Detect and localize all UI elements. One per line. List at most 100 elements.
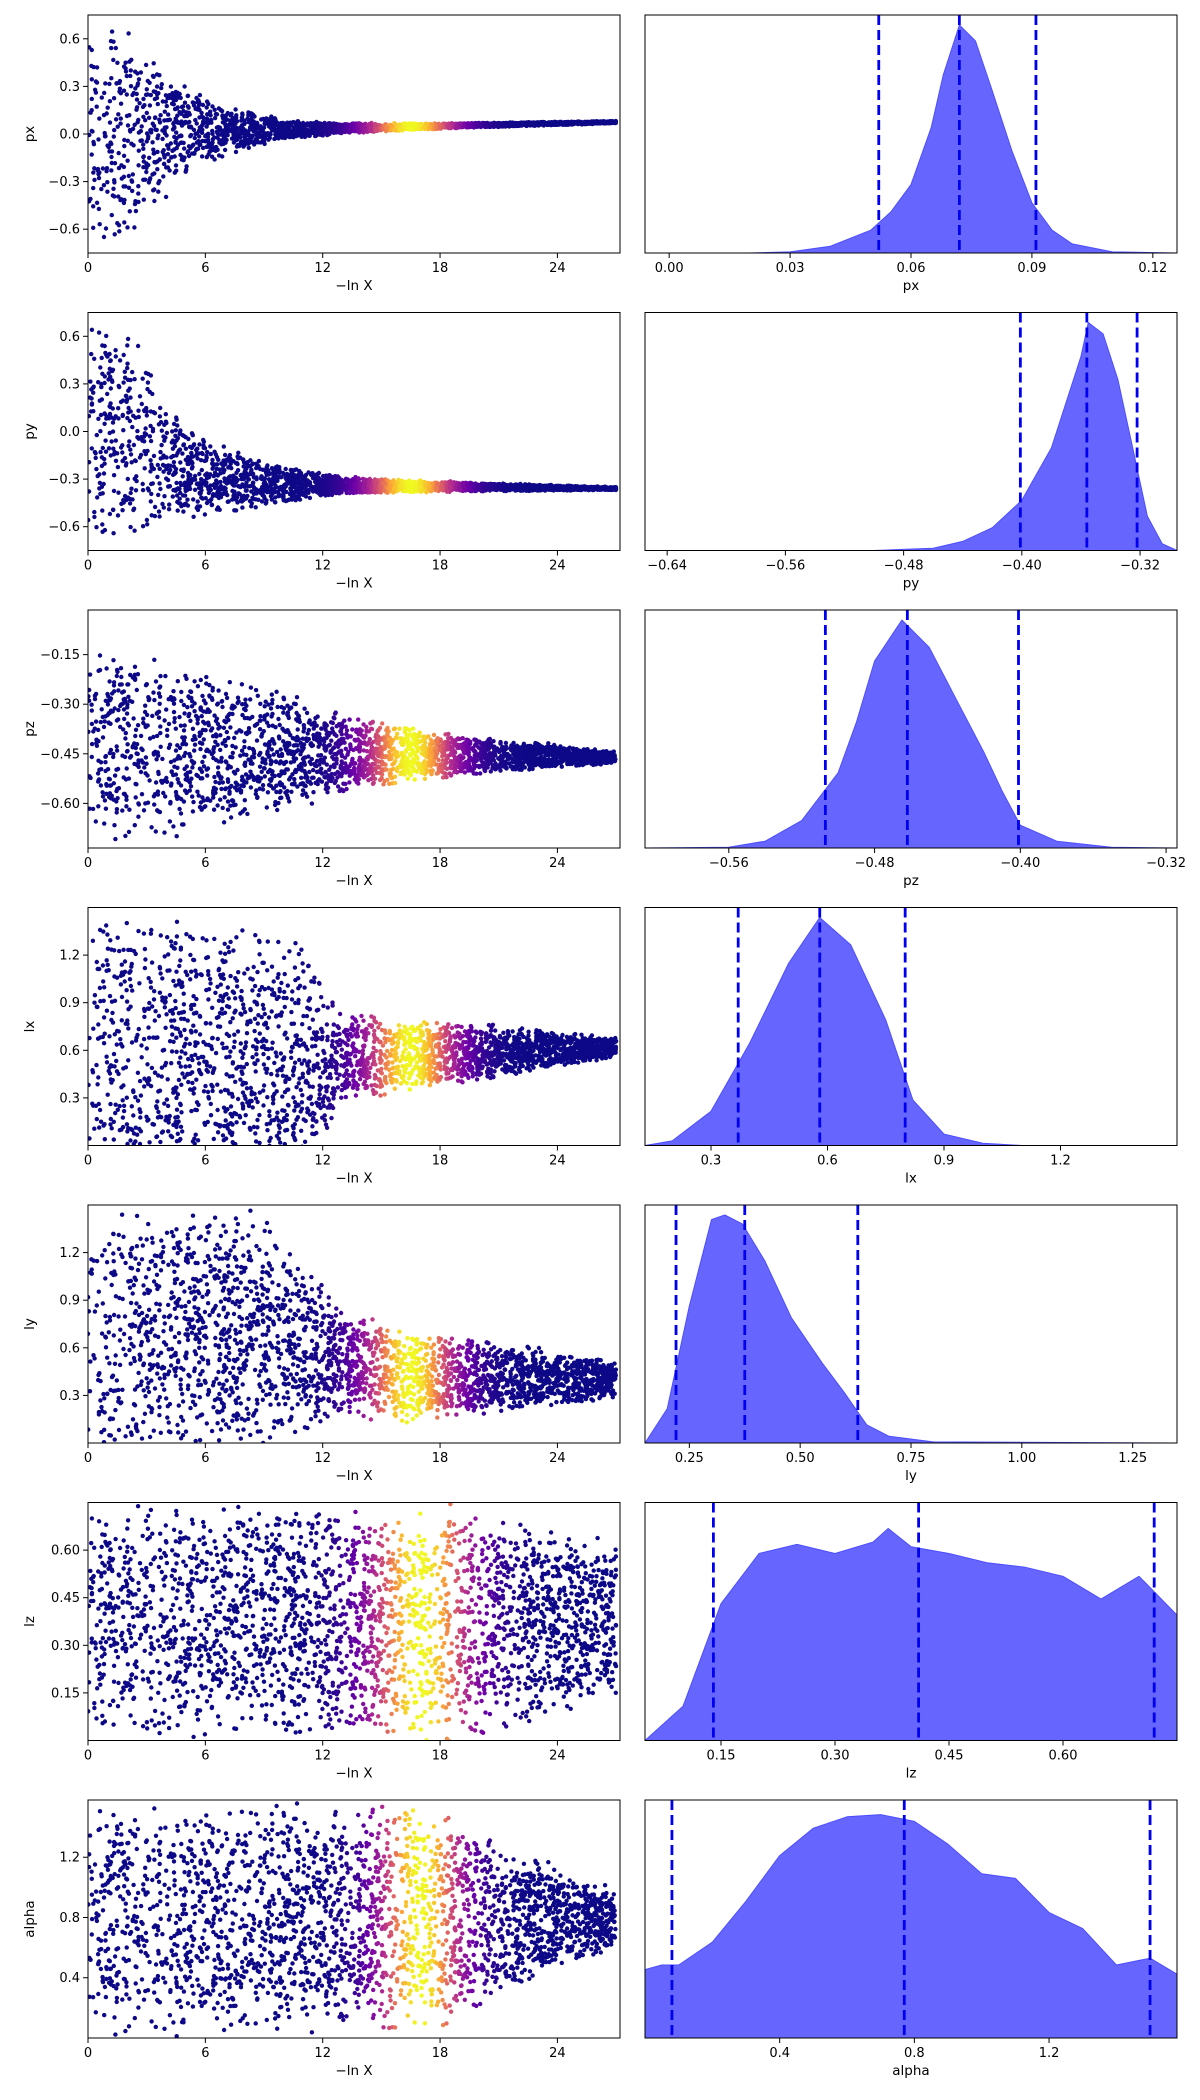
trace-point xyxy=(90,385,96,390)
trace-point xyxy=(182,482,187,488)
trace-point xyxy=(148,469,153,474)
trace-point xyxy=(210,131,215,136)
trace-point xyxy=(358,121,363,127)
trace-point xyxy=(140,481,145,487)
trace-point xyxy=(309,127,314,132)
trace-point xyxy=(145,522,150,527)
trace-point xyxy=(104,166,110,171)
trace-point xyxy=(177,496,182,501)
trace-point xyxy=(344,490,349,496)
trace-point xyxy=(129,179,135,184)
trace-point xyxy=(184,167,189,172)
y-tick-label: −0.6 xyxy=(48,223,80,238)
x-tick-label: 12 xyxy=(314,261,331,276)
trace-point xyxy=(88,413,92,419)
trace-point xyxy=(117,86,123,91)
trace-point xyxy=(168,463,173,468)
trace-x-label: −ln X xyxy=(335,278,372,294)
trace-point xyxy=(182,84,187,89)
trace-points-px xyxy=(88,29,618,240)
trace-point xyxy=(102,380,107,386)
trace-point xyxy=(111,39,116,44)
trace-point xyxy=(433,124,439,129)
trace-point xyxy=(154,95,160,101)
trace-point xyxy=(198,458,204,463)
trace-point xyxy=(322,129,327,134)
trace-point xyxy=(139,401,144,407)
trace-point xyxy=(164,165,169,170)
trace-point xyxy=(128,395,133,400)
trace-point xyxy=(418,484,423,489)
trace-point xyxy=(120,508,125,513)
trace-point xyxy=(206,118,211,123)
trace-point xyxy=(150,391,155,397)
trace-point xyxy=(143,370,149,376)
trace-point xyxy=(89,396,94,401)
trace-point xyxy=(367,122,372,127)
trace-point xyxy=(144,87,149,92)
trace-point xyxy=(199,154,205,159)
trace-point xyxy=(413,485,419,490)
trace-point xyxy=(277,469,283,475)
trace-point xyxy=(179,104,185,110)
trace-point xyxy=(164,103,169,109)
trace-point xyxy=(217,467,222,472)
trace-point xyxy=(109,378,115,383)
trace-point xyxy=(116,490,121,495)
trace-point xyxy=(101,471,107,476)
trace-point xyxy=(110,429,116,434)
trace-point xyxy=(140,438,145,443)
trace-point xyxy=(136,184,141,189)
trace-point xyxy=(191,443,196,448)
trace-point xyxy=(339,486,344,492)
trace-point xyxy=(259,499,265,504)
trace-point xyxy=(195,499,200,504)
trace-point xyxy=(148,409,153,414)
trace-point xyxy=(234,125,240,131)
trace-point xyxy=(128,524,133,530)
trace-point xyxy=(105,180,110,185)
trace-point xyxy=(117,78,123,84)
trace-point xyxy=(147,103,153,108)
trace-point xyxy=(100,522,105,527)
trace-point xyxy=(187,124,192,130)
trace-point xyxy=(143,118,148,123)
trace-point xyxy=(211,463,216,469)
trace-point xyxy=(249,501,254,506)
trace-point xyxy=(124,113,130,119)
trace-point xyxy=(123,184,128,189)
trace-point xyxy=(145,386,150,392)
trace-point xyxy=(167,502,172,507)
trace-point xyxy=(146,115,152,121)
posterior-x-label: px xyxy=(903,278,920,294)
trace-point xyxy=(116,194,121,199)
trace-point xyxy=(135,71,140,76)
trace-point xyxy=(323,491,328,496)
trace-point xyxy=(161,469,166,474)
trace-point xyxy=(302,134,308,140)
trace-point xyxy=(94,104,99,109)
trace-point xyxy=(129,460,134,465)
trace-point xyxy=(241,118,247,123)
trace-point xyxy=(103,438,108,443)
trace-point xyxy=(159,428,164,433)
trace-point xyxy=(156,133,161,138)
trace-point xyxy=(205,449,210,455)
trace-point xyxy=(282,124,287,129)
trace-point xyxy=(248,117,254,122)
trace-point xyxy=(133,488,139,493)
trace-point xyxy=(191,497,196,502)
trace-point xyxy=(251,491,257,497)
trace-point xyxy=(135,428,140,434)
trace-point xyxy=(262,141,267,147)
trace-point xyxy=(112,127,117,133)
trace-point xyxy=(200,138,205,144)
trace-point xyxy=(187,486,193,492)
trace-point xyxy=(92,87,98,93)
trace-point xyxy=(162,125,167,130)
trace-point xyxy=(182,114,187,119)
trace-point xyxy=(250,112,256,117)
trace-point xyxy=(94,432,100,438)
trace-point xyxy=(593,120,598,126)
trace-point xyxy=(121,428,126,433)
